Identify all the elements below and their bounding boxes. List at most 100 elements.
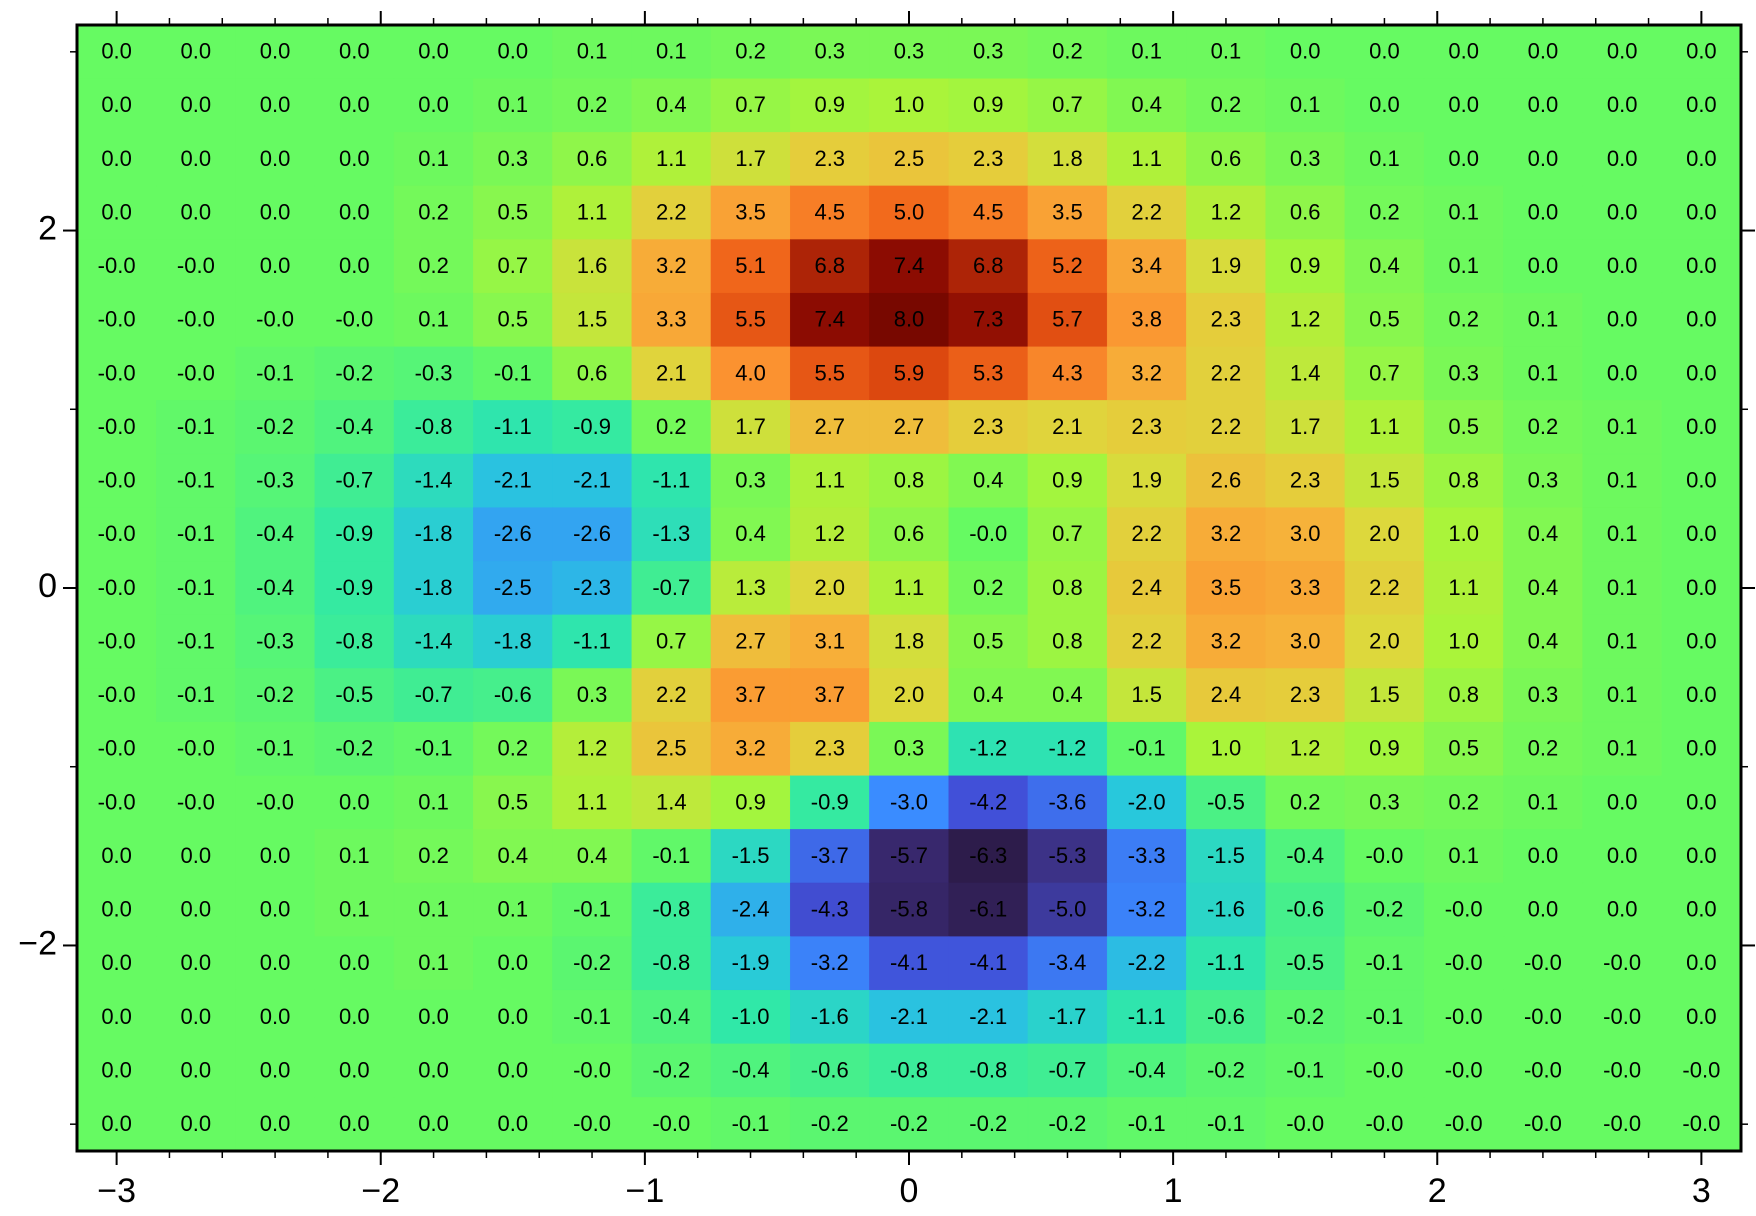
cell-label: 1.5 (1131, 682, 1162, 707)
cell-label: -2.1 (969, 1004, 1007, 1029)
heatmap-cell (552, 453, 633, 509)
cell-label: 0.0 (181, 897, 212, 922)
cell-label: 0.4 (577, 843, 608, 868)
heatmap-cell (393, 614, 474, 670)
heatmap-cell (1423, 346, 1505, 402)
cell-label: -0.5 (335, 682, 373, 707)
heatmap-cell (393, 292, 474, 348)
cell-label: 0.2 (1290, 789, 1321, 814)
heatmap-cell (156, 24, 237, 80)
heatmap-cell (1582, 292, 1663, 348)
heatmap-cell (76, 829, 157, 884)
heatmap-cell (393, 989, 474, 1045)
cell-label: -1.1 (652, 468, 690, 493)
cell-label: 3.5 (735, 199, 766, 224)
cell-label: 0.1 (1131, 39, 1162, 64)
heatmap-cell (156, 346, 237, 402)
heatmap-cell (314, 453, 395, 509)
heatmap-cell (710, 936, 791, 991)
cell-label: 1.0 (894, 92, 925, 117)
heatmap-cell (948, 882, 1029, 938)
heatmap-cell (156, 1097, 237, 1152)
cell-label: -2.2 (1128, 950, 1166, 975)
cell-label: 0.8 (1448, 468, 1479, 493)
cell-label: 0.5 (498, 199, 529, 224)
heatmap-cell (1582, 882, 1663, 938)
cell-label: -3.7 (811, 843, 849, 868)
heatmap-cell (948, 721, 1029, 777)
heatmap-cell (1106, 882, 1188, 938)
cell-label: 0.1 (1607, 628, 1638, 653)
cell-label: -4.1 (890, 950, 928, 975)
heatmap-cell (1423, 989, 1505, 1045)
cell-label: 2.2 (1211, 360, 1242, 385)
cell-label: 2.3 (973, 146, 1004, 171)
cell-label: 0.1 (498, 897, 529, 922)
cell-label: 0.4 (1052, 682, 1083, 707)
heatmap-cell (393, 453, 474, 509)
cell-label: 2.3 (1290, 468, 1321, 493)
cell-label: -0.1 (1207, 1111, 1245, 1136)
cell-label: -4.3 (811, 897, 849, 922)
cell-label: 2.7 (814, 414, 845, 439)
cell-label: 1.9 (1211, 253, 1242, 278)
cell-label: -1.4 (415, 468, 453, 493)
cell-label: 0.1 (1607, 521, 1638, 546)
cell-label: 1.1 (1369, 414, 1400, 439)
cell-label: -0.2 (256, 414, 294, 439)
cell-label: -0.6 (1286, 897, 1324, 922)
heatmap-cell (473, 507, 554, 562)
cell-label: 0.0 (418, 92, 449, 117)
heatmap-cell (393, 775, 474, 831)
cell-label: 2.2 (1131, 521, 1162, 546)
cell-label: 0.1 (577, 39, 608, 64)
cell-label: 0.6 (894, 521, 925, 546)
cell-label: 0.1 (339, 897, 370, 922)
cell-label: 0.8 (1448, 682, 1479, 707)
cell-label: -0.0 (177, 736, 215, 761)
heatmap-cell (1423, 614, 1505, 670)
heatmap-cell (1582, 507, 1663, 562)
cell-label: 0.1 (418, 146, 449, 171)
cell-label: 0.0 (1686, 146, 1717, 171)
cell-label: -1.2 (969, 736, 1007, 761)
heatmap-cell (1265, 400, 1346, 455)
heatmap-cell (1503, 1097, 1584, 1152)
heatmap-cell (948, 132, 1029, 187)
heatmap-cell (789, 882, 871, 938)
cell-label: 0.0 (1607, 199, 1638, 224)
x-tick-label: −1 (625, 1172, 664, 1210)
cell-label: 0.2 (418, 199, 449, 224)
heatmap-cell (789, 453, 871, 509)
cell-label: 0.0 (1686, 92, 1717, 117)
cell-label: 0.0 (1607, 843, 1638, 868)
cell-label: 1.1 (656, 146, 687, 171)
cell-label: 0.1 (418, 897, 449, 922)
cell-label: 0.4 (1528, 521, 1559, 546)
cell-label: 0.7 (1369, 360, 1400, 385)
cell-label: 1.2 (1290, 736, 1321, 761)
cell-label: 0.0 (101, 897, 132, 922)
cell-label: -0.1 (573, 897, 611, 922)
cell-label: -0.0 (1445, 1111, 1483, 1136)
heatmap-cell (1106, 668, 1188, 723)
heatmap-cell (1265, 1043, 1346, 1099)
cell-label: 0.1 (1528, 360, 1559, 385)
cell-label: 0.0 (260, 253, 291, 278)
heatmap-cell (1106, 829, 1188, 884)
cell-label: -0.8 (335, 628, 373, 653)
x-tick-label: 0 (900, 1172, 919, 1210)
cell-label: 2.3 (973, 414, 1004, 439)
cell-label: 3.1 (814, 628, 845, 653)
heatmap-cell (869, 668, 950, 723)
cell-label: -0.8 (415, 414, 453, 439)
heatmap-cell (789, 400, 871, 455)
cell-label: -0.4 (732, 1057, 770, 1082)
cell-label: 0.0 (1686, 628, 1717, 653)
heatmap-cell (1265, 239, 1346, 294)
heatmap-cell (393, 1043, 474, 1099)
heatmap-cell (869, 132, 950, 187)
cell-label: 2.2 (656, 199, 687, 224)
heatmap-cell (1661, 614, 1742, 670)
heatmap-cell (393, 346, 474, 402)
